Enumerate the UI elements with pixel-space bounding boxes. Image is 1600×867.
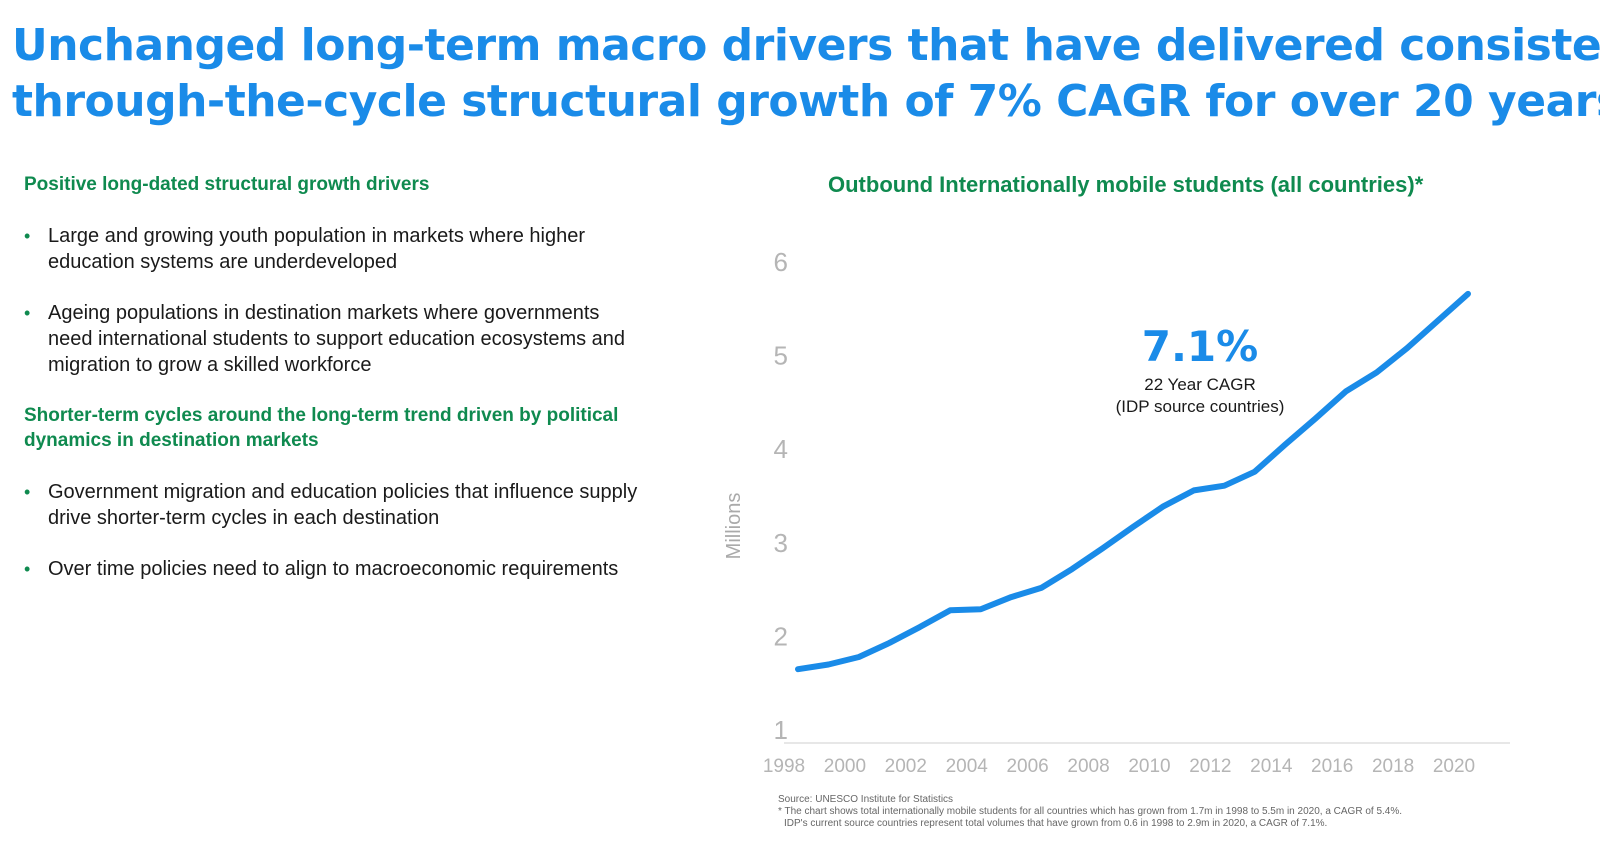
long-dated-drivers-list: • Large and growing youth population in m… (24, 223, 664, 378)
y-tick-label: 3 (774, 528, 788, 558)
data-point (1282, 442, 1288, 448)
bullet-icon: • (24, 559, 31, 579)
page-title: Unchanged long-term macro drivers that h… (12, 18, 1600, 130)
cagr-sublabel: (IDP source countries) (1116, 397, 1285, 416)
data-point (1313, 415, 1319, 421)
data-point (1435, 318, 1441, 324)
data-point (1100, 545, 1106, 551)
data-point (1343, 388, 1349, 394)
x-tick-label: 2020 (1433, 756, 1475, 777)
source-note: Source: UNESCO Institute for Statistics (778, 794, 954, 805)
data-point (825, 661, 831, 667)
list-item: • Large and growing youth population in m… (24, 223, 648, 275)
growth-drivers-panel: Positive long-dated structural growth dr… (24, 172, 664, 607)
cagr-label: 22 Year CAGR (1144, 375, 1256, 394)
data-point (1130, 524, 1136, 530)
bullet-text: Large and growing youth population in ma… (48, 225, 586, 273)
page-title-line-1: Unchanged long-term macro drivers that h… (12, 20, 1600, 71)
data-point (1252, 469, 1258, 475)
y-tick-label: 6 (774, 247, 788, 277)
page-title-line-2: through-the-cycle structural growth of 7… (12, 76, 1600, 127)
shorter-term-cycles-list: • Government migration and education poli… (24, 479, 664, 582)
bullet-text: Government migration and education polic… (48, 481, 638, 529)
x-tick-label: 2008 (1067, 756, 1109, 777)
student-growth-chart: 1 2 3 4 5 6 1998 2000 2002 2004 2006 2008 2010 2012 20… (723, 247, 1510, 777)
data-point (1191, 487, 1197, 493)
x-tick-label: 2010 (1128, 756, 1170, 777)
data-point (886, 640, 892, 646)
data-point (1008, 594, 1014, 600)
data-point (978, 606, 984, 612)
bullet-icon: • (24, 482, 31, 502)
bullet-icon: • (24, 303, 31, 323)
footnote-2: IDP's current source countries represent… (784, 818, 1328, 829)
section-heading-long-dated: Positive long-dated structural growth dr… (24, 174, 430, 195)
x-tick-label: 2012 (1189, 756, 1231, 777)
data-point (1404, 345, 1410, 351)
data-point (947, 607, 953, 613)
list-item: • Government migration and education poli… (24, 479, 648, 531)
x-tick-label: 2016 (1311, 756, 1353, 777)
series-line (795, 290, 1471, 673)
data-point (1465, 291, 1471, 297)
x-tick-label: 2014 (1250, 756, 1293, 777)
y-tick-label: 4 (774, 434, 788, 464)
x-tick-label: 1998 (763, 756, 805, 777)
data-point (1374, 369, 1380, 375)
x-tick-label: 2000 (824, 756, 866, 777)
x-tick-label: 2002 (885, 756, 927, 777)
data-point (1160, 503, 1166, 509)
y-tick-label: 2 (774, 621, 788, 651)
data-point (856, 654, 862, 660)
x-tick-label: 2018 (1372, 756, 1414, 777)
list-item: • Ageing populations in destination marke… (24, 300, 648, 378)
bullet-text: Over time policies need to align to macr… (48, 558, 619, 580)
chart-title: Outbound Internationally mobile students… (828, 172, 1424, 197)
list-item: • Over time policies need to align to mac… (24, 556, 648, 582)
data-point (1221, 483, 1227, 489)
y-tick-label: 5 (774, 341, 788, 371)
cagr-value: 7.1% (1142, 322, 1258, 371)
data-point (1039, 585, 1045, 591)
x-tick-label: 2004 (946, 756, 989, 777)
data-point (1069, 566, 1075, 572)
y-tick-label: 1 (774, 715, 788, 745)
data-point (795, 666, 801, 672)
bullet-icon: • (24, 226, 31, 246)
footnote-1: * The chart shows total internationally … (778, 806, 1403, 817)
data-point (917, 624, 923, 630)
x-tick-label: 2006 (1006, 756, 1048, 777)
y-axis-label: Millions (723, 493, 745, 560)
bullet-text: Ageing populations in destination market… (48, 302, 626, 376)
footnotes: Source: UNESCO Institute for Statistics … (778, 794, 1578, 830)
section-heading-shorter-term: Shorter-term cycles around the long-term… (24, 405, 619, 451)
